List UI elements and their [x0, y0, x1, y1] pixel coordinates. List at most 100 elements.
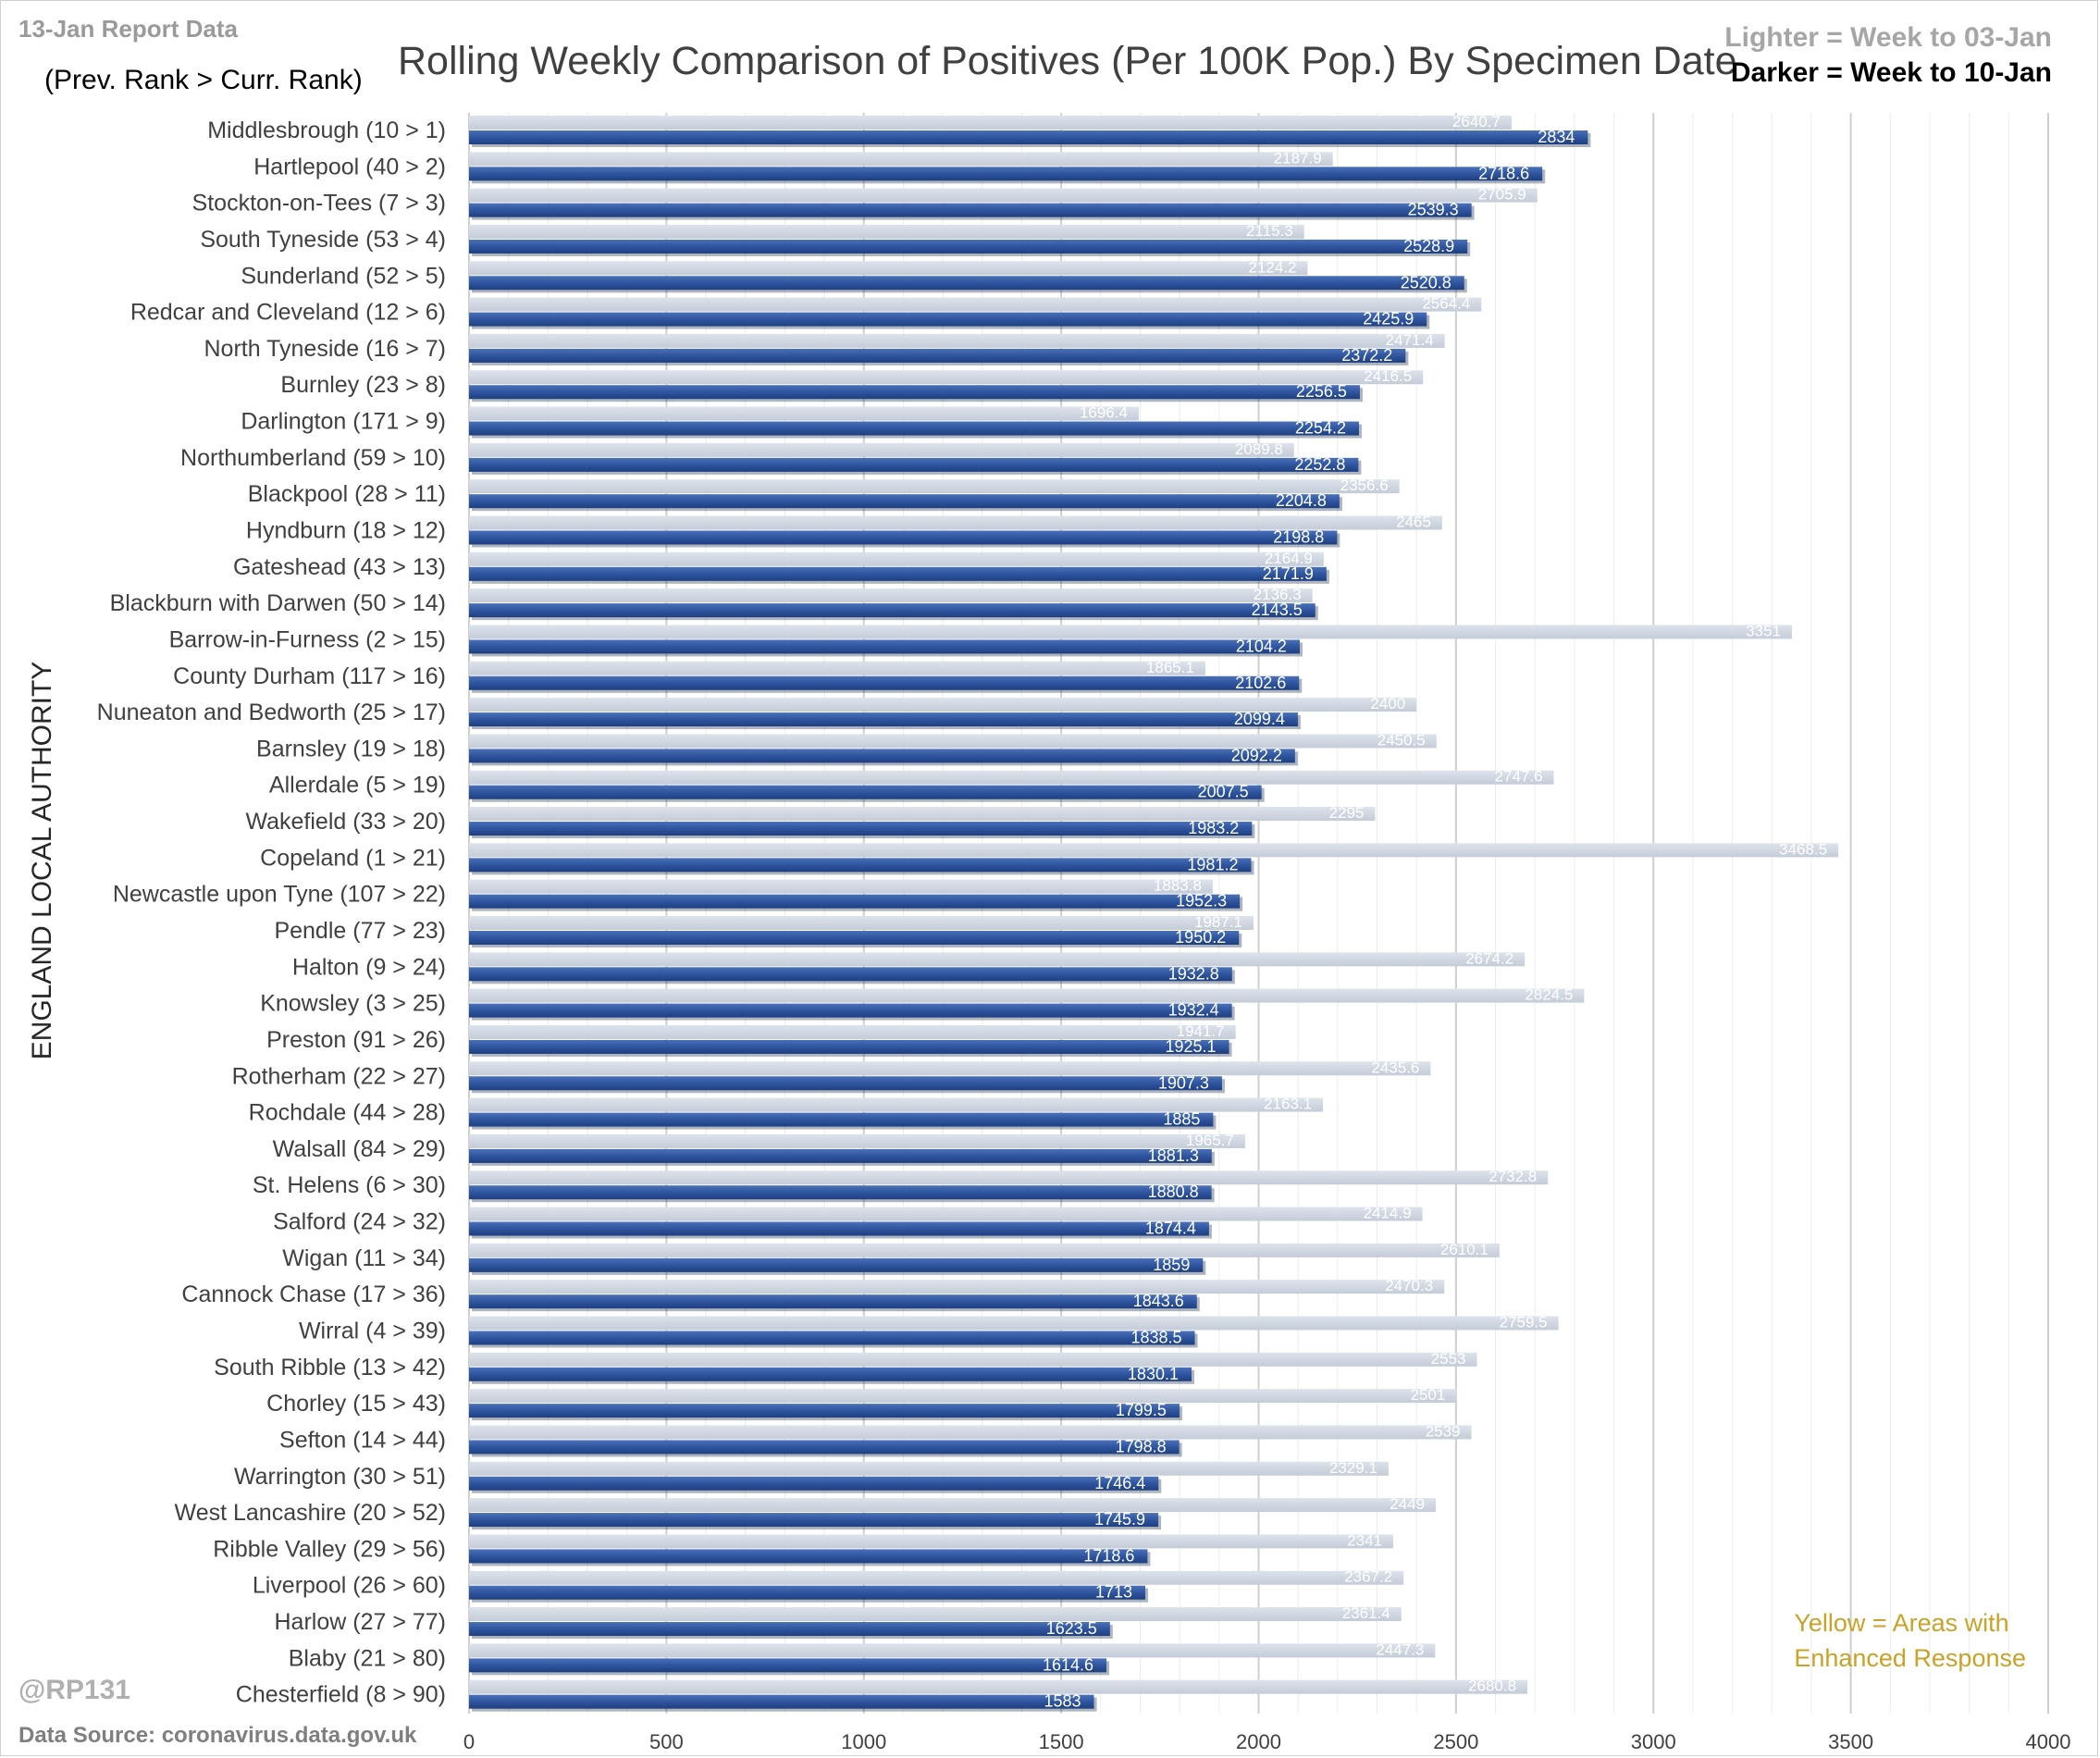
bar-week-10jan	[469, 276, 1464, 291]
bar-week-10jan	[469, 1294, 1197, 1309]
bar-week-10jan	[469, 785, 1262, 799]
data-label-week-10jan: 2104.2	[1236, 637, 1287, 655]
bar-week-10jan	[469, 1658, 1107, 1673]
data-label-week-10jan: 1745.9	[1094, 1510, 1145, 1529]
data-label-week-03jan: 2759.5	[1500, 1314, 1548, 1331]
category-label: Allerdale (5 > 19)	[269, 773, 446, 799]
data-label-week-03jan: 2539	[1426, 1422, 1461, 1440]
data-label-week-03jan: 1965.7	[1186, 1132, 1234, 1149]
data-label-week-03jan: 2295	[1329, 804, 1365, 822]
category-label: Harlow (27 > 77)	[275, 1609, 447, 1635]
bar-week-03jan	[469, 261, 1308, 276]
category-label: Walsall (84 > 29)	[273, 1136, 446, 1162]
data-label-week-10jan: 1838.5	[1131, 1329, 1182, 1347]
category-label: Chorley (15 > 43)	[266, 1391, 446, 1417]
bar-week-03jan	[469, 1425, 1472, 1440]
data-label-week-03jan: 2610.1	[1440, 1241, 1489, 1258]
bar-week-03jan	[469, 224, 1304, 239]
category-label: Nuneaton and Bedworth (25 > 17)	[97, 699, 446, 725]
data-label-week-03jan: 2416.5	[1364, 367, 1412, 385]
bar-week-03jan	[469, 588, 1313, 603]
bar-week-03jan	[469, 1316, 1559, 1331]
bar-week-03jan	[469, 1024, 1236, 1039]
data-label-week-03jan: 1865.1	[1146, 659, 1194, 676]
data-label-week-10jan: 2528.9	[1403, 237, 1454, 255]
data-label-week-10jan: 1614.6	[1043, 1655, 1093, 1674]
category-label: Newcastle upon Tyne (107 > 22)	[113, 882, 446, 908]
category-label: South Tyneside (53 > 4)	[200, 227, 446, 253]
data-label-week-10jan: 1983.2	[1188, 819, 1239, 837]
category-label: Knowsley (3 > 25)	[260, 991, 446, 1017]
data-label-week-03jan: 2447.3	[1376, 1640, 1424, 1658]
bar-week-10jan	[469, 1513, 1159, 1528]
data-label-week-03jan: 2367.2	[1344, 1568, 1392, 1586]
bar-week-03jan	[469, 1352, 1477, 1367]
bar-week-03jan	[469, 479, 1400, 494]
data-label-week-10jan: 1885	[1163, 1110, 1200, 1129]
bar-week-03jan	[469, 188, 1538, 203]
bar-week-10jan	[469, 967, 1232, 982]
data-label-week-10jan: 2254.2	[1295, 419, 1346, 438]
bar-week-03jan	[469, 952, 1526, 967]
bar-week-03jan	[469, 988, 1585, 1003]
data-label-week-10jan: 2834	[1538, 128, 1575, 146]
category-label: Stockton-on-Tees (7 > 3)	[192, 191, 446, 217]
category-label: Warrington (30 > 51)	[234, 1464, 446, 1490]
data-label-week-03jan: 2414.9	[1364, 1205, 1412, 1222]
data-label-week-03jan: 2564.4	[1422, 295, 1470, 313]
report-date: 13-Jan Report Data	[19, 15, 238, 43]
data-label-week-03jan: 2136.3	[1254, 586, 1302, 603]
bar-week-10jan	[469, 239, 1468, 254]
category-label: St. Helens (6 > 30)	[253, 1172, 446, 1198]
data-label-week-10jan: 2099.4	[1234, 710, 1285, 728]
bar-week-03jan	[469, 1097, 1324, 1112]
category-label: Middlesbrough (10 > 1)	[207, 118, 446, 143]
bar-week-03jan	[469, 1280, 1445, 1294]
data-label-week-03jan: 2705.9	[1478, 186, 1526, 204]
bar-week-10jan	[469, 1585, 1146, 1600]
category-label: Rochdale (44 > 28)	[249, 1100, 446, 1126]
category-label: Barrow-in-Furness (2 > 15)	[169, 626, 446, 652]
category-label: Wirral (4 > 39)	[299, 1318, 446, 1344]
data-label-week-10jan: 1874.4	[1145, 1219, 1196, 1238]
chart-title: Rolling Weekly Comparison of Positives (…	[398, 39, 1737, 83]
data-label-week-10jan: 2718.6	[1478, 164, 1529, 182]
bar-week-10jan	[469, 457, 1359, 472]
bar-week-03jan	[469, 843, 1839, 858]
bar-week-03jan	[469, 1607, 1402, 1622]
bar-week-03jan	[469, 1498, 1437, 1513]
data-label-week-10jan: 1932.8	[1168, 964, 1219, 983]
data-label-week-03jan: 2356.6	[1340, 477, 1389, 494]
category-label: Wigan (11 > 34)	[282, 1245, 446, 1271]
bar-week-10jan	[469, 931, 1240, 945]
category-label: Burnley (23 > 8)	[280, 372, 446, 398]
data-label-week-10jan: 1799.5	[1116, 1401, 1167, 1419]
bars: 2640.7 2834 2187.9 2718.6 2705.9 2539.3 2115.3…	[469, 113, 1839, 1712]
category-label: Rotherham (22 > 27)	[232, 1063, 446, 1089]
category-label: Salford (24 > 32)	[273, 1209, 446, 1235]
bar-week-10jan	[469, 348, 1406, 363]
bar-week-10jan	[469, 1331, 1195, 1345]
bar-week-03jan	[469, 879, 1213, 894]
category-label: Hyndburn (18 > 12)	[246, 518, 446, 544]
bar-week-10jan	[469, 130, 1588, 144]
data-label-week-10jan: 2539.3	[1408, 201, 1459, 219]
data-label-week-03jan: 2400	[1370, 695, 1405, 712]
bar-week-10jan	[469, 385, 1360, 400]
bar-week-10jan	[469, 312, 1427, 327]
data-label-week-10jan: 2520.8	[1401, 273, 1451, 291]
data-label-week-03jan: 2435.6	[1371, 1059, 1419, 1076]
category-label: Ribble Valley (29 > 56)	[213, 1536, 446, 1562]
data-label-week-03jan: 3351	[1746, 622, 1781, 639]
bar-week-03jan	[469, 734, 1437, 749]
data-label-week-10jan: 1907.3	[1158, 1073, 1209, 1092]
category-label: North Tyneside (16 > 7)	[204, 336, 447, 362]
category-label: Preston (91 > 26)	[266, 1027, 446, 1053]
category-label: County Durham (117 > 16)	[173, 663, 446, 689]
bar-week-10jan	[469, 858, 1252, 873]
data-label-week-10jan: 1925.1	[1165, 1037, 1216, 1056]
bar-week-10jan	[469, 749, 1295, 763]
bar-week-10jan	[469, 1148, 1212, 1163]
category-label: Pendle (77 > 23)	[274, 918, 446, 944]
